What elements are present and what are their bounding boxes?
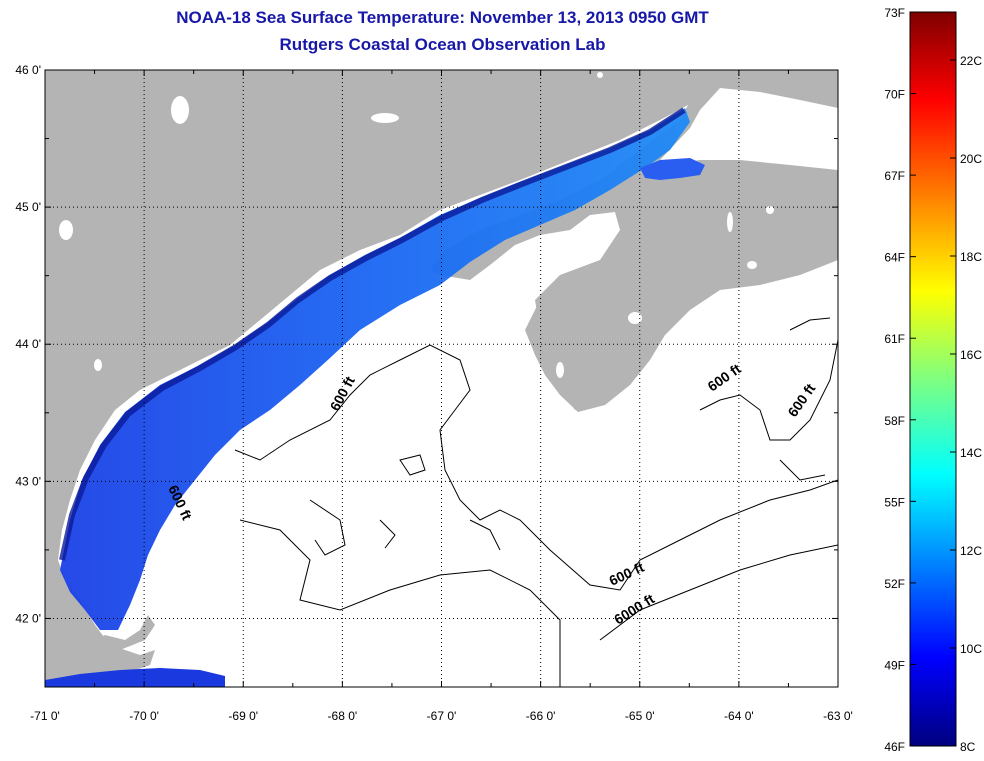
x-tick-label: -68 0' bbox=[328, 709, 358, 723]
y-tick-label: 46 0' bbox=[15, 63, 41, 77]
colorbar-c-label: 16C bbox=[960, 348, 982, 362]
colorbar-c-label: 10C bbox=[960, 642, 982, 656]
land-mainland bbox=[45, 70, 838, 687]
x-tick-label: -64 0' bbox=[724, 709, 754, 723]
land-cape-cod bbox=[95, 615, 155, 650]
colorbar-f-label: 46F bbox=[884, 740, 905, 754]
lakes bbox=[59, 72, 774, 378]
x-tick-label: -63 0' bbox=[823, 709, 853, 723]
x-tick-label: -70 0' bbox=[129, 709, 159, 723]
colorbar-f-label: 49F bbox=[884, 658, 905, 672]
colorbar-f-label: 58F bbox=[884, 414, 905, 428]
sst-coastal-fringe bbox=[59, 107, 686, 561]
map-subtitle: Rutgers Coastal Ocean Observation Lab bbox=[279, 35, 606, 54]
land-nova-scotia bbox=[525, 232, 838, 412]
x-tick-label: -67 0' bbox=[427, 709, 457, 723]
sst-south-strip bbox=[45, 668, 225, 687]
x-tick-label: -69 0' bbox=[228, 709, 258, 723]
graticule bbox=[45, 70, 838, 687]
x-tick-label: -66 0' bbox=[526, 709, 556, 723]
colorbar-f-label: 55F bbox=[884, 495, 905, 509]
colorbar-c-label: 14C bbox=[960, 446, 982, 460]
colorbar-f-label: 73F bbox=[884, 6, 905, 20]
map-axes: -71 0' -70 0' -69 0' -68 0' -67 0' -66 0' -65 … bbox=[15, 63, 852, 723]
colorbar-c-label: 22C bbox=[960, 54, 982, 68]
map-frame bbox=[44, 69, 839, 688]
colorbar-f-label: 61F bbox=[884, 332, 905, 346]
x-tick-label: -65 0' bbox=[625, 709, 655, 723]
colorbar-c-label: 8C bbox=[960, 740, 976, 754]
sst-fundy bbox=[640, 158, 705, 180]
y-tick-label: 42 0' bbox=[15, 611, 41, 625]
bathymetry-contours bbox=[234, 317, 838, 687]
y-tick-label: 43 0' bbox=[15, 474, 41, 488]
sst-coastal-band bbox=[60, 108, 690, 630]
colorbar-c-label: 18C bbox=[960, 250, 982, 264]
colorbar-f-label: 52F bbox=[884, 577, 905, 591]
y-tick-label: 44 0' bbox=[15, 337, 41, 351]
colorbar-c-label: 12C bbox=[960, 544, 982, 558]
colorbar-c-label: 20C bbox=[960, 152, 982, 166]
colorbar-f-label: 70F bbox=[884, 88, 905, 102]
x-tick-label: -71 0' bbox=[30, 709, 60, 723]
map-title: NOAA-18 Sea Surface Temperature: Novembe… bbox=[176, 8, 709, 27]
colorbar-ticks: 73F 70F 67F 64F 61F 58F 55F 52F 49F 46F 22C 20C 18C 1… bbox=[884, 6, 982, 754]
y-tick-label: 45 0' bbox=[15, 200, 41, 214]
colorbar-f-label: 64F bbox=[884, 251, 905, 265]
colorbar bbox=[909, 11, 957, 747]
colorbar-f-label: 67F bbox=[884, 169, 905, 183]
